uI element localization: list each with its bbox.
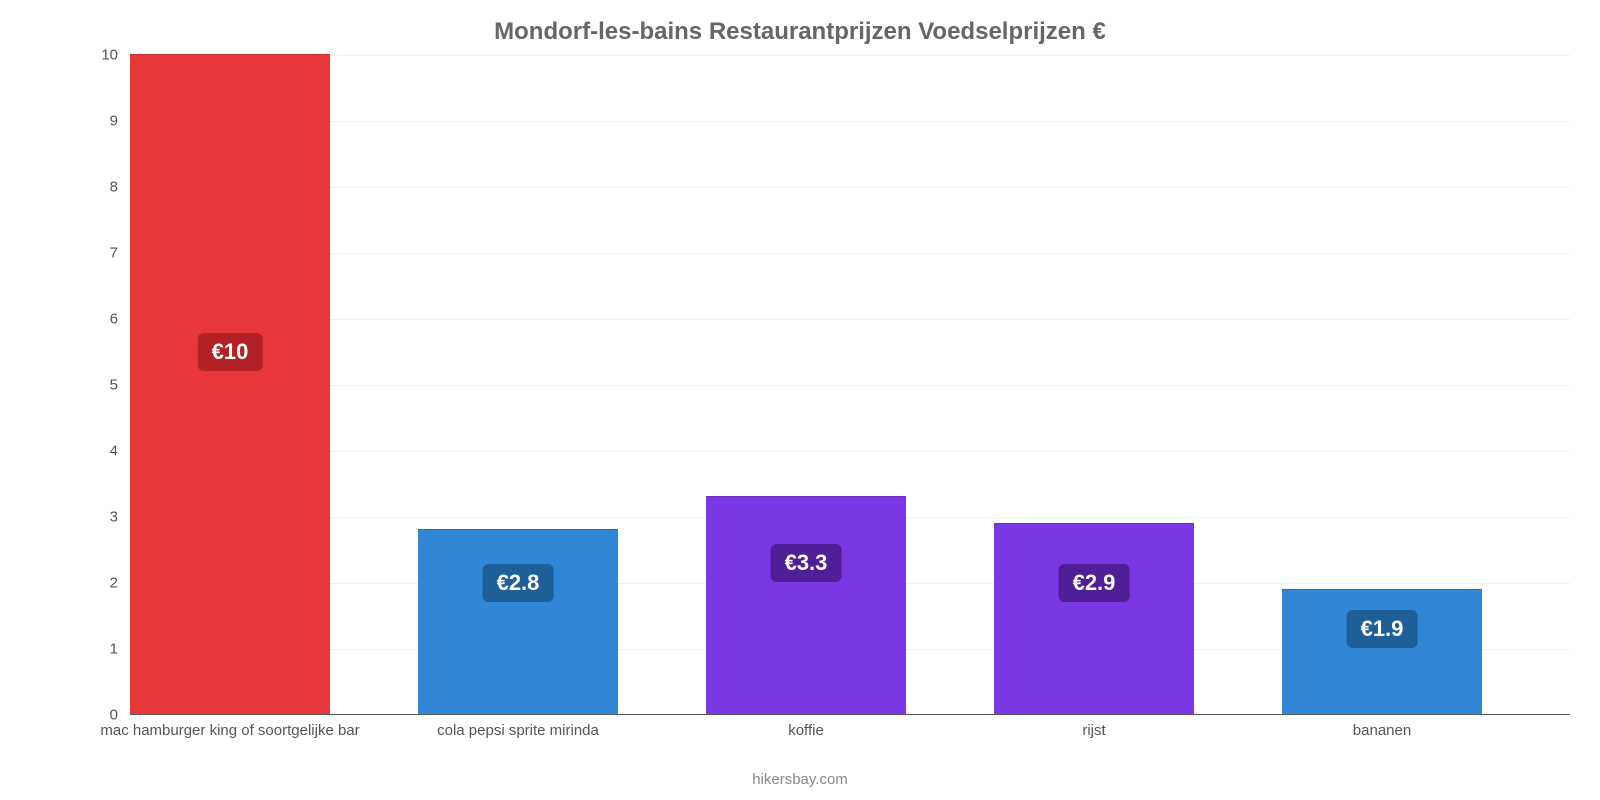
chart-footer: hikersbay.com: [0, 771, 1600, 788]
bar: [130, 54, 330, 714]
gridline: [130, 121, 1570, 122]
y-tick-label: 7: [78, 245, 118, 262]
price-bar-chart: Mondorf-les-bains Restaurantprijzen Voed…: [0, 0, 1600, 800]
gridline: [130, 253, 1570, 254]
bar: [994, 523, 1194, 714]
y-tick-label: 5: [78, 377, 118, 394]
gridline: [130, 319, 1570, 320]
gridline: [130, 187, 1570, 188]
x-tick-label: bananen: [1353, 722, 1411, 739]
bar: [1282, 589, 1482, 714]
y-tick-label: 2: [78, 575, 118, 592]
y-tick-label: 9: [78, 113, 118, 130]
gridline: [130, 385, 1570, 386]
x-tick-label: koffie: [788, 722, 824, 739]
bar: [418, 529, 618, 714]
x-tick-label: rijst: [1082, 722, 1105, 739]
bar: [706, 496, 906, 714]
plot-area: 012345678910€10mac hamburger king of soo…: [130, 55, 1570, 715]
y-tick-label: 4: [78, 443, 118, 460]
value-badge: €10: [198, 333, 263, 371]
y-tick-label: 3: [78, 509, 118, 526]
value-badge: €2.9: [1059, 564, 1130, 602]
x-tick-label: cola pepsi sprite mirinda: [437, 722, 599, 739]
y-tick-label: 8: [78, 179, 118, 196]
value-badge: €3.3: [771, 544, 842, 582]
value-badge: €1.9: [1347, 610, 1418, 648]
y-tick-label: 0: [78, 707, 118, 724]
x-tick-label: mac hamburger king of soortgelijke bar: [100, 722, 359, 739]
y-tick-label: 1: [78, 641, 118, 658]
y-tick-label: 10: [78, 47, 118, 64]
y-tick-label: 6: [78, 311, 118, 328]
gridline: [130, 55, 1570, 56]
chart-title: Mondorf-les-bains Restaurantprijzen Voed…: [0, 18, 1600, 46]
value-badge: €2.8: [483, 564, 554, 602]
gridline: [130, 451, 1570, 452]
